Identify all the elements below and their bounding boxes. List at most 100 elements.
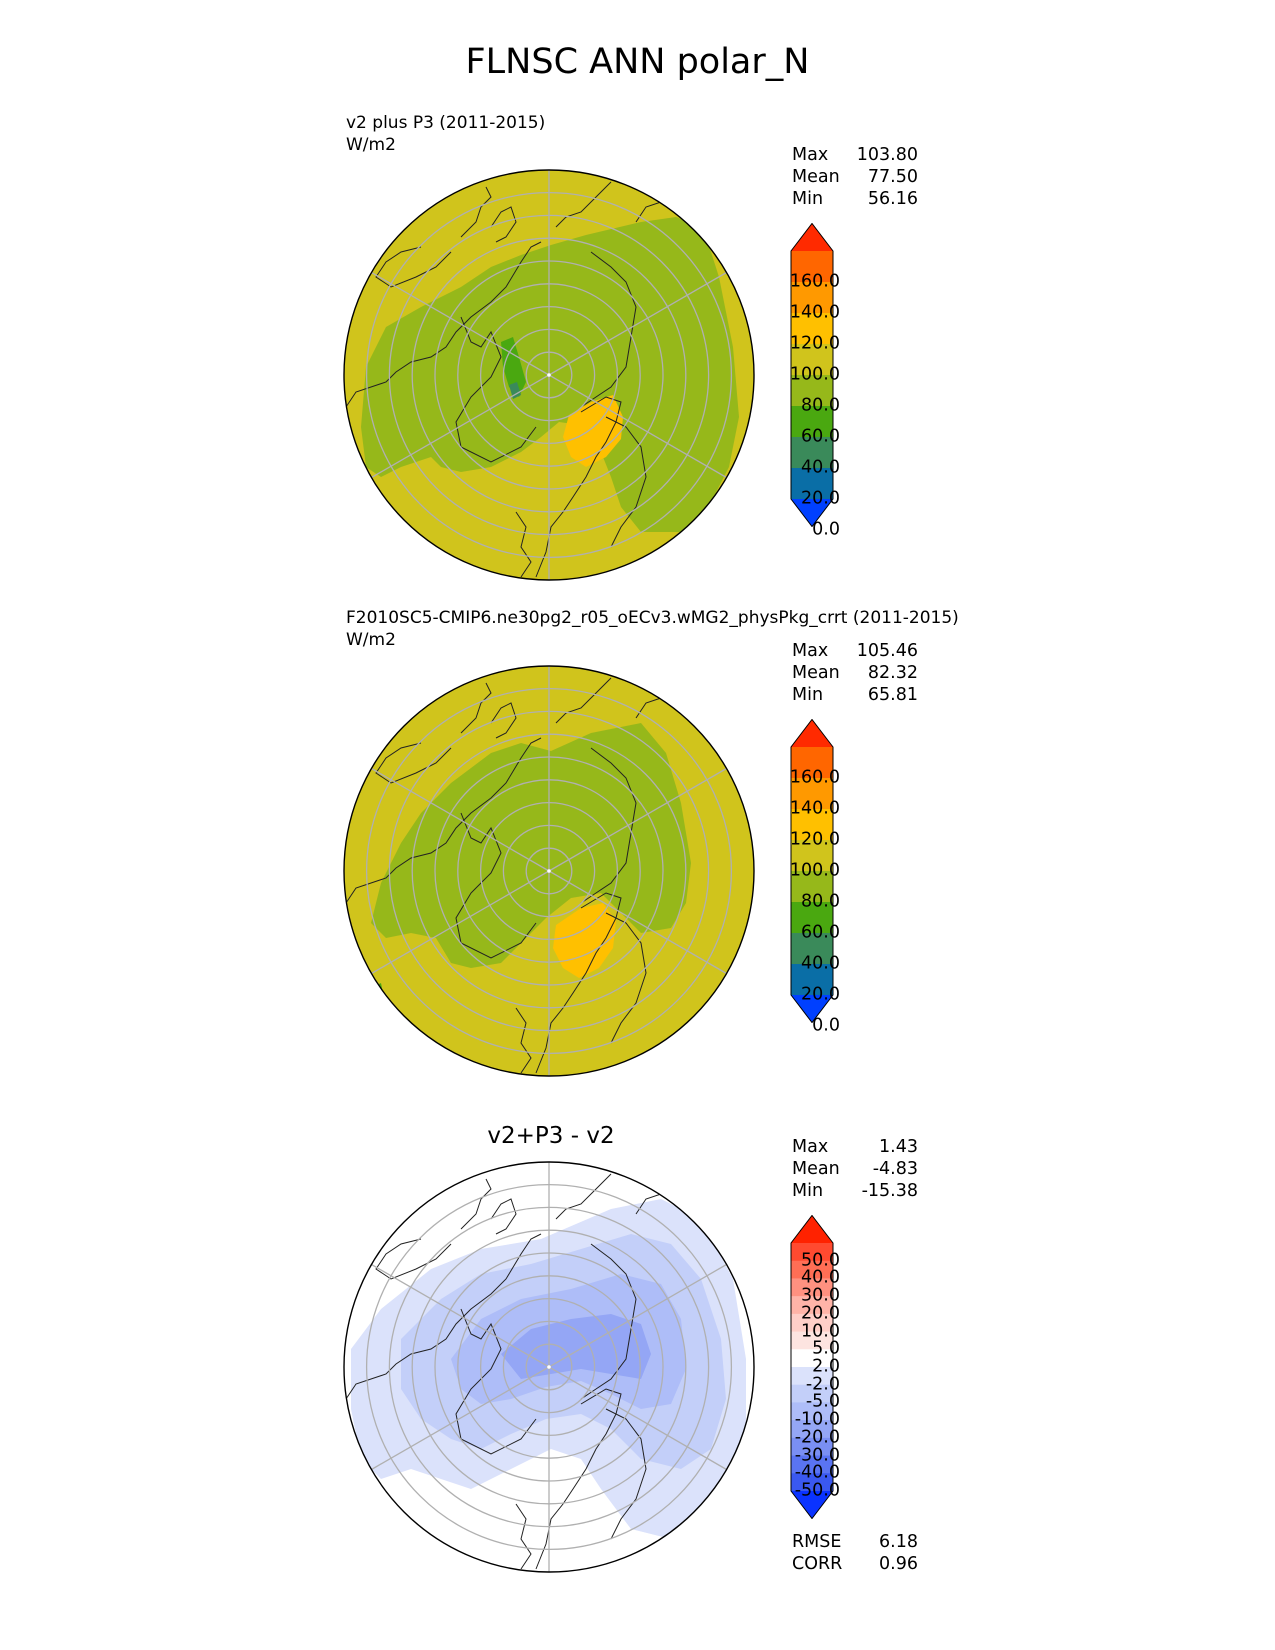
colorbar-tick-label: 0.0 xyxy=(812,519,840,540)
colorbar-tick-label: 140.0 xyxy=(789,798,840,819)
colorbar-extension-min xyxy=(791,1491,833,1519)
colorbar-tick-label: 140.0 xyxy=(789,302,840,323)
map-boundary xyxy=(343,169,755,581)
colorbar-segment xyxy=(791,1260,833,1279)
colorbar-tick-label: 50.0 xyxy=(801,1249,840,1270)
colorbar-segment xyxy=(791,1243,833,1262)
rmse-value: 6.18 xyxy=(879,1532,918,1552)
colorbar-reference xyxy=(790,719,834,1023)
map-fill-orange-region xyxy=(553,903,616,978)
panel-reference-stats: Max 105.46 Mean 82.32 Min 65.81 xyxy=(792,640,918,706)
colorbar-tick-label: -5.0 xyxy=(805,1391,840,1412)
colorbar-segment xyxy=(791,251,833,283)
colorbar-segment xyxy=(791,437,833,469)
colorbar-tick-label: -40.0 xyxy=(794,1462,840,1483)
colorbar-outline xyxy=(790,719,834,1023)
colorbar-segment xyxy=(791,1331,833,1350)
colorbar-difference xyxy=(790,1215,834,1519)
colorbar-segment xyxy=(791,747,833,779)
colorbar-segment xyxy=(791,1367,833,1386)
stat-min-value: 56.16 xyxy=(867,189,918,209)
colorbar-segment xyxy=(791,1313,833,1333)
graticule xyxy=(365,170,733,580)
colorbar-tick-label: 30.0 xyxy=(801,1285,840,1306)
colorbar-tick-label: 40.0 xyxy=(801,953,840,974)
panel-difference-stats: Max 1.43 Mean -4.83 Min -15.38 xyxy=(792,1136,918,1202)
map-fill-darkgreen-spot xyxy=(509,382,521,399)
stat-max-label: Max xyxy=(792,1137,829,1157)
colorbar-segment xyxy=(791,809,833,841)
stat-max-label: Max xyxy=(792,641,829,661)
colorbar-extension-min xyxy=(791,995,833,1023)
colorbar-tick-label: 10.0 xyxy=(801,1320,840,1341)
colorbar-tick-label: 120.0 xyxy=(789,829,840,850)
panel-reference-units: W/m2 xyxy=(346,630,396,650)
map-boundary xyxy=(343,665,755,1077)
colorbar-segment xyxy=(791,1278,833,1297)
colorbar-segment xyxy=(791,375,833,407)
colorbar-tick-label: 40.0 xyxy=(801,457,840,478)
stat-min-label: Min xyxy=(792,685,824,705)
stat-mean-value: 77.50 xyxy=(867,167,918,187)
colorbar-segment xyxy=(791,468,833,500)
colorbar-segment xyxy=(791,282,833,314)
colorbar-tick-label: 120.0 xyxy=(789,333,840,354)
stat-mean-label: Mean xyxy=(792,663,840,683)
colorbar-segment xyxy=(791,902,833,934)
colorbar-segment xyxy=(791,1384,833,1403)
panel-test-title: v2 plus P3 (2011-2015) W/m2 xyxy=(346,112,545,156)
colorbar-segment xyxy=(791,1473,833,1492)
colorbar-tick-label: -20.0 xyxy=(794,1427,840,1448)
colorbar-extension-min xyxy=(791,499,833,527)
colorbar-tick-label: 80.0 xyxy=(801,395,840,416)
colorbar-tick-label: 60.0 xyxy=(801,922,840,943)
polar-map-difference xyxy=(343,1161,755,1573)
colorbar-segment xyxy=(791,1455,833,1474)
stat-max-value: 105.46 xyxy=(856,641,918,661)
stat-max-value: 103.80 xyxy=(856,145,918,165)
colorbar-tick-label: 20.0 xyxy=(801,1303,840,1324)
colorbar-extension-max xyxy=(791,223,833,251)
colorbar-segment xyxy=(791,964,833,996)
panel-test-units: W/m2 xyxy=(346,135,396,155)
map-fill-darkgreen-region xyxy=(501,337,526,397)
colorbar-tick-label: 20.0 xyxy=(801,984,840,1005)
colorbar-test xyxy=(790,223,834,527)
polar-map-reference xyxy=(343,665,755,1077)
stat-min-label: Min xyxy=(792,189,824,209)
colorbar-tick-label: -50.0 xyxy=(794,1480,840,1501)
panel-reference-title: F2010SC5-CMIP6.ne30pg2_r05_oECv3.wMG2_ph… xyxy=(346,607,959,651)
colorbar-segment xyxy=(791,933,833,965)
colorbar-tick-label: 60.0 xyxy=(801,426,840,447)
colorbar-segment xyxy=(791,1420,833,1439)
rmse-label: RMSE xyxy=(792,1532,842,1552)
pole-marker xyxy=(547,869,551,873)
colorbar-tick-label: -2.0 xyxy=(805,1373,840,1394)
colorbar-extension-max xyxy=(791,1215,833,1243)
panel-reference-title-line: F2010SC5-CMIP6.ne30pg2_r05_oECv3.wMG2_ph… xyxy=(346,608,959,628)
stat-mean-value: -4.83 xyxy=(872,1159,918,1179)
colorbar-tick-label: 5.0 xyxy=(812,1338,840,1359)
colorbar-tick-label: 40.0 xyxy=(801,1267,840,1288)
colorbar-tick-label: -30.0 xyxy=(794,1444,840,1465)
panel-test-title-line: v2 plus P3 (2011-2015) xyxy=(346,113,546,133)
map-fill-orange-region xyxy=(563,395,623,467)
stat-mean-label: Mean xyxy=(792,167,840,187)
stat-max-label: Max xyxy=(792,145,829,165)
colorbar-tick-label: 100.0 xyxy=(789,860,840,881)
colorbar-segment xyxy=(791,840,833,872)
colorbar-segment xyxy=(791,1402,833,1421)
stat-mean-value: 82.32 xyxy=(867,663,918,683)
colorbar-segment xyxy=(791,1437,833,1457)
stat-max-value: 1.43 xyxy=(879,1137,918,1157)
coastlines xyxy=(345,677,662,1074)
graticule xyxy=(365,1162,733,1572)
pole-marker xyxy=(547,1365,551,1369)
colorbar-outline xyxy=(790,1215,834,1519)
colorbar-segment xyxy=(791,313,833,345)
graticule xyxy=(365,666,733,1076)
panel-difference-title: v2+P3 - v2 xyxy=(487,1123,615,1149)
colorbar-tick-label: 2.0 xyxy=(812,1356,840,1377)
stat-mean-label: Mean xyxy=(792,1159,840,1179)
colorbar-segment xyxy=(791,778,833,810)
